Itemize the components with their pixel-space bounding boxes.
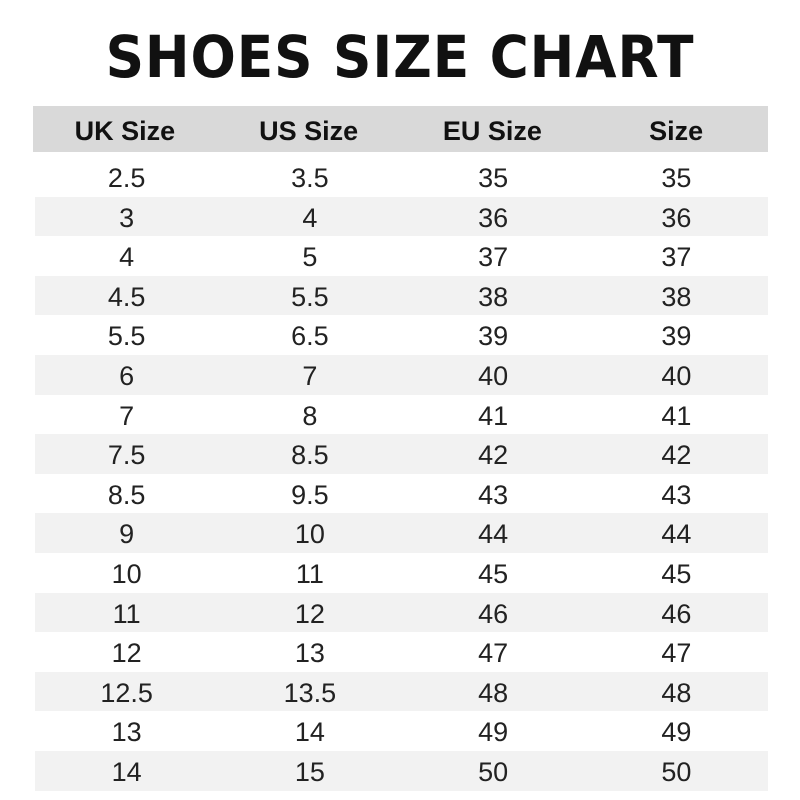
table-row: 11 12 46 46 <box>35 592 768 633</box>
table-cell: 47 <box>661 638 692 669</box>
table-row: 7.5 8.5 42 42 <box>35 434 768 474</box>
table-cell: 8.5 <box>107 479 146 510</box>
table-cell: 4.5 <box>107 281 146 312</box>
table-row: 3 4 36 36 <box>35 196 768 237</box>
table-row: 4.5 5.5 38 38 <box>35 275 768 316</box>
table-row: 12.5 13.5 48 48 <box>35 671 768 712</box>
table-cell: 42 <box>661 440 692 471</box>
table-cell: 13 <box>111 717 142 748</box>
table-cell: 38 <box>478 281 509 312</box>
table-cell: 9.5 <box>291 479 329 510</box>
table-cell: 10 <box>294 519 325 550</box>
table-cell: 50 <box>661 756 692 787</box>
table-cell: 37 <box>661 242 692 273</box>
table-cell: 8 <box>302 400 318 431</box>
table-cell: 5.5 <box>107 321 146 352</box>
table-cell: 12 <box>111 638 142 669</box>
table-row: 8.5 9.5 43 43 <box>35 474 768 514</box>
table-row: 10 11 45 45 <box>35 553 768 593</box>
table-row: 7 8 41 41 <box>35 395 768 435</box>
table-cell: 11 <box>112 598 141 629</box>
table-cell: 12.5 <box>100 677 153 708</box>
table-row: 13 14 49 49 <box>35 711 768 751</box>
table-cell: 40 <box>661 360 692 391</box>
table-cell: 45 <box>478 558 509 589</box>
table-cell: 13.5 <box>283 677 337 708</box>
table-row: 4 5 37 37 <box>35 236 768 276</box>
column-header-size: Size <box>649 116 704 146</box>
column-header-uk: UK Size <box>74 116 176 146</box>
table-cell: 45 <box>661 558 692 589</box>
table-cell: 44 <box>661 519 692 550</box>
table-row: 6 7 40 40 <box>35 354 768 395</box>
table-cell: 8.5 <box>291 440 329 471</box>
table-body: 2.5 3.5 35 35 3 4 36 36 4 5 37 37 4.5 5.5 38 38 5.5 6.5 39… <box>35 157 768 791</box>
table-cell: 47 <box>478 638 509 669</box>
table-row: 9 10 44 44 <box>35 513 768 553</box>
table-cell: 4 <box>302 202 318 233</box>
table-cell: 7 <box>302 360 318 391</box>
table-row: 14 15 50 50 <box>35 750 768 791</box>
table-cell: 43 <box>661 479 692 510</box>
table-cell: 48 <box>661 677 692 708</box>
table-row: 5.5 6.5 39 39 <box>35 315 768 355</box>
table-cell: 35 <box>661 163 692 193</box>
column-header-eu: EU Size <box>442 116 542 146</box>
table-cell: 3 <box>119 202 135 233</box>
table-cell: 39 <box>478 321 509 352</box>
table-cell: 4 <box>119 242 135 273</box>
table-cell: 49 <box>661 717 692 748</box>
table-cell: 15 <box>294 756 325 787</box>
table-cell: 36 <box>478 202 509 233</box>
table-cell: 49 <box>478 717 509 748</box>
table-cell: 13 <box>294 638 325 669</box>
table-cell: 46 <box>478 598 509 629</box>
table-cell: 7 <box>119 400 135 431</box>
table-cell: 3.5 <box>291 163 329 193</box>
table-cell: 14 <box>111 756 142 787</box>
table-cell: 5.5 <box>291 281 329 312</box>
table-cell: 42 <box>478 440 509 471</box>
table-cell: 36 <box>661 202 692 233</box>
table-cell: 6.5 <box>291 321 329 352</box>
table-cell: 38 <box>661 281 692 312</box>
table-header: UK Size US Size EU Size Size <box>33 106 768 152</box>
table-cell: 37 <box>478 242 509 273</box>
table-cell: 11 <box>295 558 324 589</box>
table-cell: 39 <box>661 321 692 352</box>
table-cell: 44 <box>478 519 509 550</box>
table-row: 12 13 47 47 <box>35 632 768 672</box>
table-cell: 2.5 <box>107 163 146 193</box>
table-cell: 41 <box>478 400 509 431</box>
table-cell: 7.5 <box>107 440 146 471</box>
table-cell: 6 <box>119 360 135 391</box>
table-cell: 10 <box>111 558 142 589</box>
table-cell: 43 <box>478 479 509 510</box>
table-cell: 50 <box>478 756 509 787</box>
table-cell: 35 <box>478 163 509 193</box>
column-header-us: US Size <box>259 116 359 146</box>
table-cell: 48 <box>478 677 509 708</box>
table-cell: 41 <box>661 400 692 431</box>
table-cell: 9 <box>119 519 135 550</box>
table-cell: 5 <box>302 242 318 273</box>
table-cell: 14 <box>294 717 325 748</box>
table-cell: 40 <box>478 360 509 391</box>
table-cell: 12 <box>294 598 325 629</box>
table-cell: 46 <box>661 598 692 629</box>
page-title: SHOES SIZE CHART <box>105 23 695 91</box>
table-row: 2.5 3.5 35 35 <box>35 157 768 197</box>
